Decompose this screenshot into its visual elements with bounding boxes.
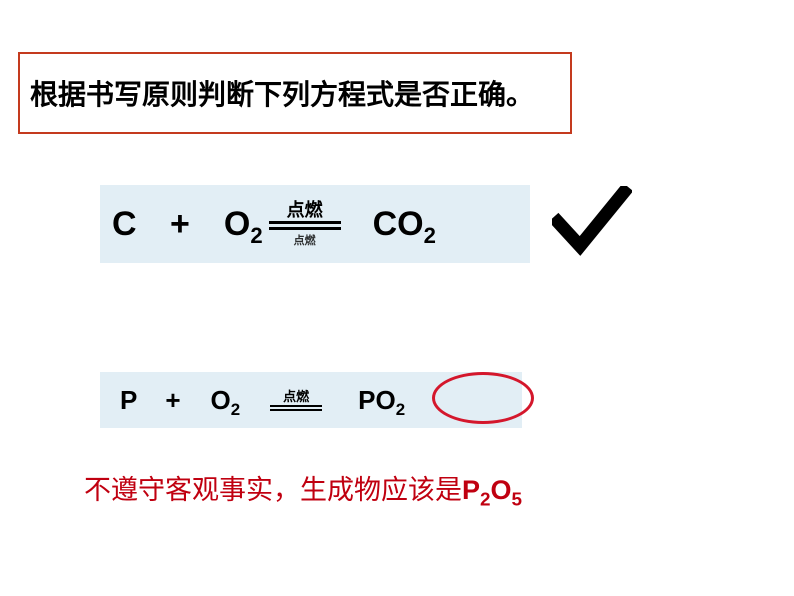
reaction-arrow-1: 点燃 点燃 bbox=[269, 201, 341, 248]
product-co2: CO2 bbox=[373, 205, 436, 244]
note-text: 不遵守客观事实，生成物应该是 bbox=[84, 475, 462, 505]
reactant-p: P bbox=[120, 385, 137, 416]
sub-condition-1: 点燃 bbox=[294, 232, 316, 248]
equation-2-content: P + O2 点燃 PO2 bbox=[112, 385, 405, 416]
arrow-lines-2 bbox=[270, 405, 322, 411]
condition-1: 点燃 bbox=[287, 201, 323, 219]
equation-1-content: C + O2 点燃 点燃 CO2 bbox=[112, 201, 436, 248]
product-po2: PO2 bbox=[358, 385, 405, 416]
arrow-lines-1 bbox=[269, 221, 341, 230]
equation-1: C + O2 点燃 点燃 CO2 bbox=[100, 185, 530, 263]
note-formula: P2O5 bbox=[462, 475, 522, 505]
checkmark-icon bbox=[552, 186, 632, 265]
title-box: 根据书写原则判断下列方程式是否正确。 bbox=[18, 52, 572, 134]
reaction-arrow-2: 点燃 bbox=[270, 390, 322, 411]
plus-2: + bbox=[165, 385, 180, 416]
reactant-o2: O2 bbox=[224, 205, 263, 244]
error-circle bbox=[432, 372, 534, 424]
condition-2: 点燃 bbox=[283, 390, 309, 403]
title-text: 根据书写原则判断下列方程式是否正确。 bbox=[30, 73, 534, 113]
plus-1: + bbox=[170, 205, 190, 244]
correction-note: 不遵守客观事实，生成物应该是P2O5 bbox=[84, 468, 522, 507]
reactant-o2-b: O2 bbox=[211, 385, 241, 416]
reactant-c: C bbox=[112, 205, 136, 244]
